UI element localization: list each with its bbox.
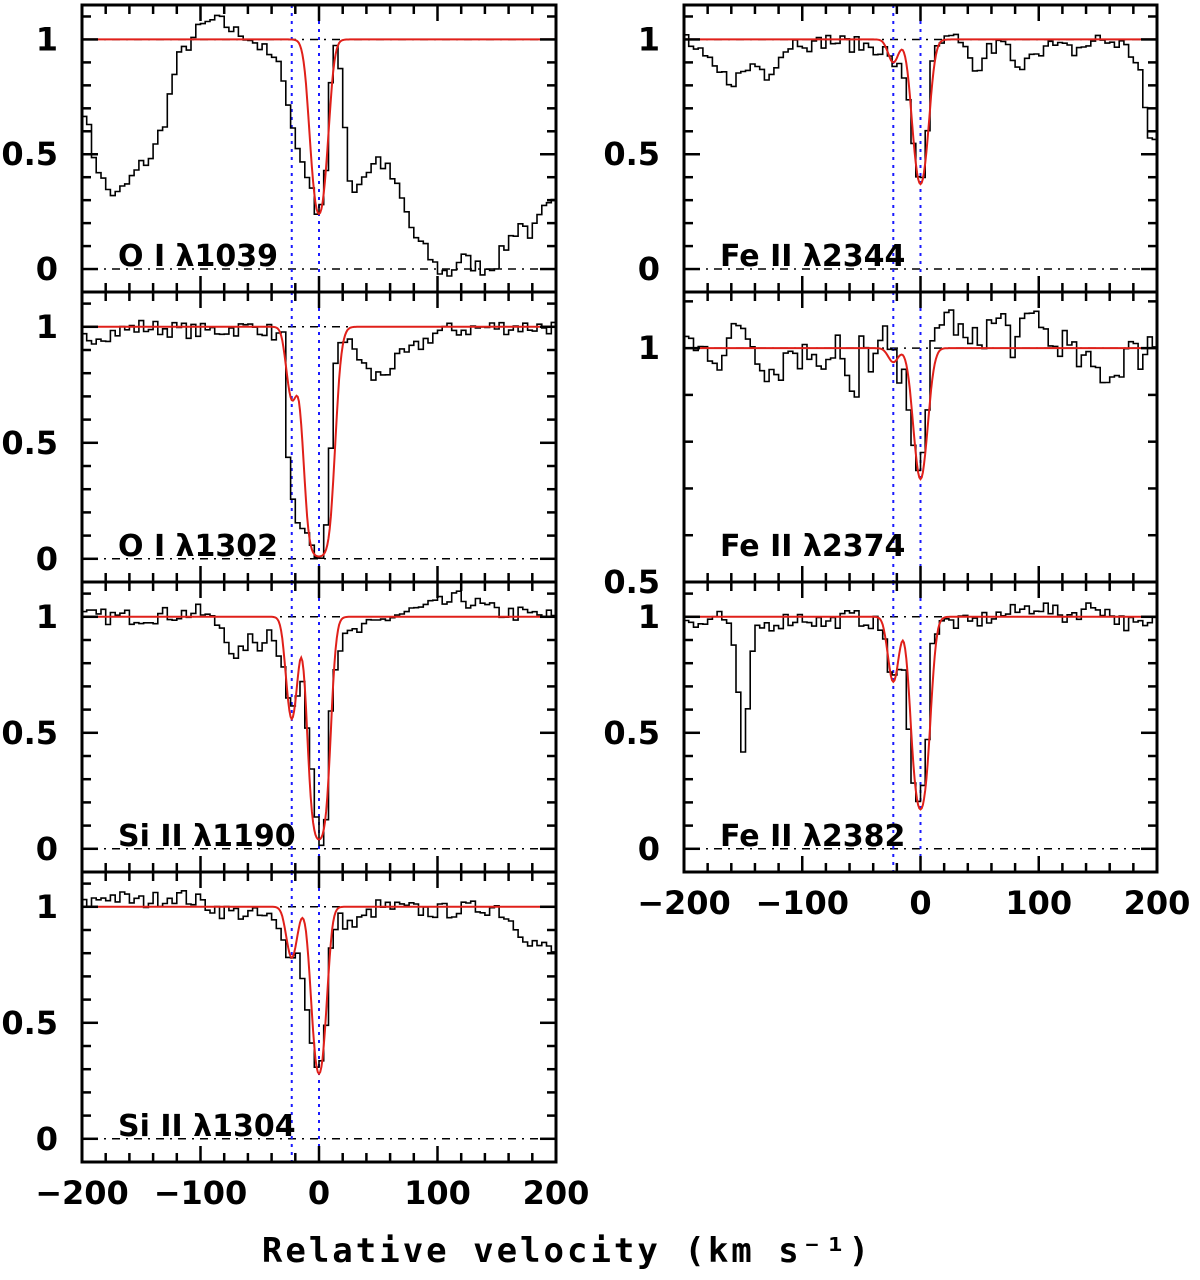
y-tick-label: 1 — [36, 308, 58, 346]
y-tick-label: 1 — [638, 329, 660, 367]
x-tick-label: −100 — [755, 884, 849, 922]
flux-histogram — [82, 590, 556, 847]
spectrum-panel: 0 0.5 1 Fe II λ2382 −200 −100 0 100 200 — [603, 580, 1191, 922]
x-tick-label: 200 — [523, 1174, 590, 1212]
y-tick-label: 0 — [36, 250, 58, 288]
panel-label: Si II λ1190 — [118, 819, 296, 854]
x-axis-title: Relative velocity (km s⁻¹) — [262, 1231, 872, 1271]
y-tick-label: 1 — [36, 888, 58, 926]
panel-label: Si II λ1304 — [118, 1109, 296, 1144]
y-tick-label: 1 — [36, 598, 58, 636]
panel-label: O I λ1302 — [118, 529, 278, 564]
x-tick-label: −200 — [35, 1174, 129, 1212]
model-fit-curve — [82, 38, 556, 216]
y-tick-label: 0.5 — [1, 1004, 58, 1042]
spectrum-panel: 0 0.5 1 Si II λ1190 — [1, 580, 558, 874]
y-tick-label: 0 — [36, 830, 58, 868]
y-tick-label: 1 — [638, 20, 660, 58]
panel-label: Fe II λ2374 — [720, 529, 905, 564]
y-tick-label: 1 — [638, 598, 660, 636]
panel-label: Fe II λ2344 — [720, 239, 905, 274]
model-fit-curve — [82, 905, 556, 1076]
y-tick-label: 0 — [36, 1120, 58, 1158]
spectrum-panel: 0.5 1 Fe II λ2374 — [603, 290, 1159, 601]
y-tick-label: 0.5 — [603, 714, 660, 752]
x-tick-label: −100 — [154, 1174, 248, 1212]
model-fit-curve — [82, 615, 556, 841]
y-tick-label: 0.5 — [1, 714, 58, 752]
model-fit-curve — [684, 38, 1157, 186]
panel-label: Fe II λ2382 — [720, 819, 905, 854]
y-tick-label: 0.5 — [1, 424, 58, 462]
x-tick-label: 100 — [404, 1174, 471, 1212]
spectrum-panel: 0 0.5 1 Si II λ1304 −200 −100 0 100 200 — [1, 870, 590, 1212]
y-tick-label: 0.5 — [1, 135, 58, 173]
x-tick-label: 200 — [1124, 884, 1191, 922]
flux-histogram — [684, 602, 1157, 803]
panel-label: O I λ1039 — [118, 239, 278, 274]
y-tick-label: 0.5 — [603, 135, 660, 173]
y-tick-label: 0 — [36, 540, 58, 578]
y-tick-label: 0 — [638, 250, 660, 288]
x-tick-label: 100 — [1005, 884, 1072, 922]
y-tick-label: 0 — [638, 830, 660, 868]
spectrum-panel: 0 0.5 1 O I λ1039 — [1, 3, 558, 294]
model-fit-curve — [82, 325, 556, 558]
flux-histogram — [684, 309, 1157, 472]
x-tick-label: 0 — [909, 884, 931, 922]
spectrum-panel: 0 0.5 1 Fe II λ2344 — [603, 3, 1159, 294]
flux-histogram — [684, 33, 1157, 179]
x-tick-label: −200 — [637, 884, 731, 922]
y-tick-label: 0.5 — [603, 563, 660, 601]
x-tick-label: 0 — [308, 1174, 330, 1212]
model-fit-curve — [684, 615, 1157, 811]
y-tick-label: 1 — [36, 20, 58, 58]
model-fit-curve — [684, 347, 1157, 481]
flux-histogram — [82, 14, 556, 277]
spectrum-panel: 0 0.5 1 O I λ1302 — [1, 290, 558, 584]
